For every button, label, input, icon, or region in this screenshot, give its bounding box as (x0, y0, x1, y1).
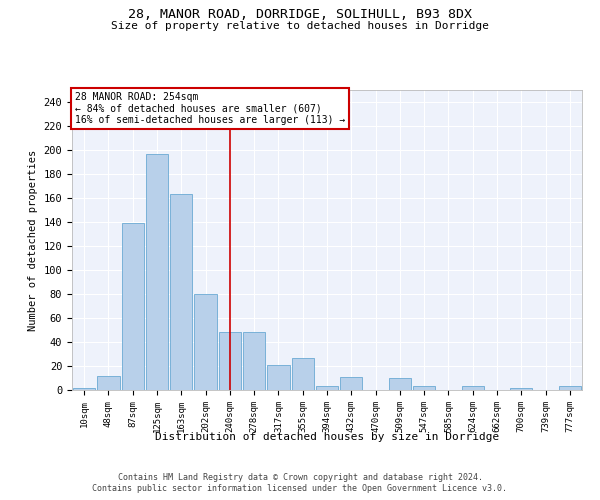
Bar (122, 223, 144, 390)
Y-axis label: Number of detached properties: Number of detached properties (28, 150, 38, 330)
Bar (461, 386, 484, 390)
Bar (559, 386, 581, 390)
Bar (73, 388, 95, 390)
Bar (389, 378, 411, 390)
Bar (340, 377, 362, 390)
Text: 28 MANOR ROAD: 254sqm
← 84% of detached houses are smaller (607)
16% of semi-det: 28 MANOR ROAD: 254sqm ← 84% of detached … (74, 92, 345, 124)
Text: 28, MANOR ROAD, DORRIDGE, SOLIHULL, B93 8DX: 28, MANOR ROAD, DORRIDGE, SOLIHULL, B93 … (128, 8, 472, 20)
Bar (267, 365, 290, 390)
Bar (292, 358, 314, 390)
Bar (243, 332, 265, 390)
Bar (194, 294, 217, 390)
Bar (218, 332, 241, 390)
Bar (413, 386, 436, 390)
Text: Contains HM Land Registry data © Crown copyright and database right 2024.: Contains HM Land Registry data © Crown c… (118, 472, 482, 482)
Bar (316, 386, 338, 390)
Text: Distribution of detached houses by size in Dorridge: Distribution of detached houses by size … (155, 432, 499, 442)
Text: Contains public sector information licensed under the Open Government Licence v3: Contains public sector information licen… (92, 484, 508, 493)
Bar (170, 194, 193, 390)
Bar (510, 388, 532, 390)
Bar (146, 154, 168, 390)
Bar (97, 376, 119, 390)
Text: Size of property relative to detached houses in Dorridge: Size of property relative to detached ho… (111, 21, 489, 31)
